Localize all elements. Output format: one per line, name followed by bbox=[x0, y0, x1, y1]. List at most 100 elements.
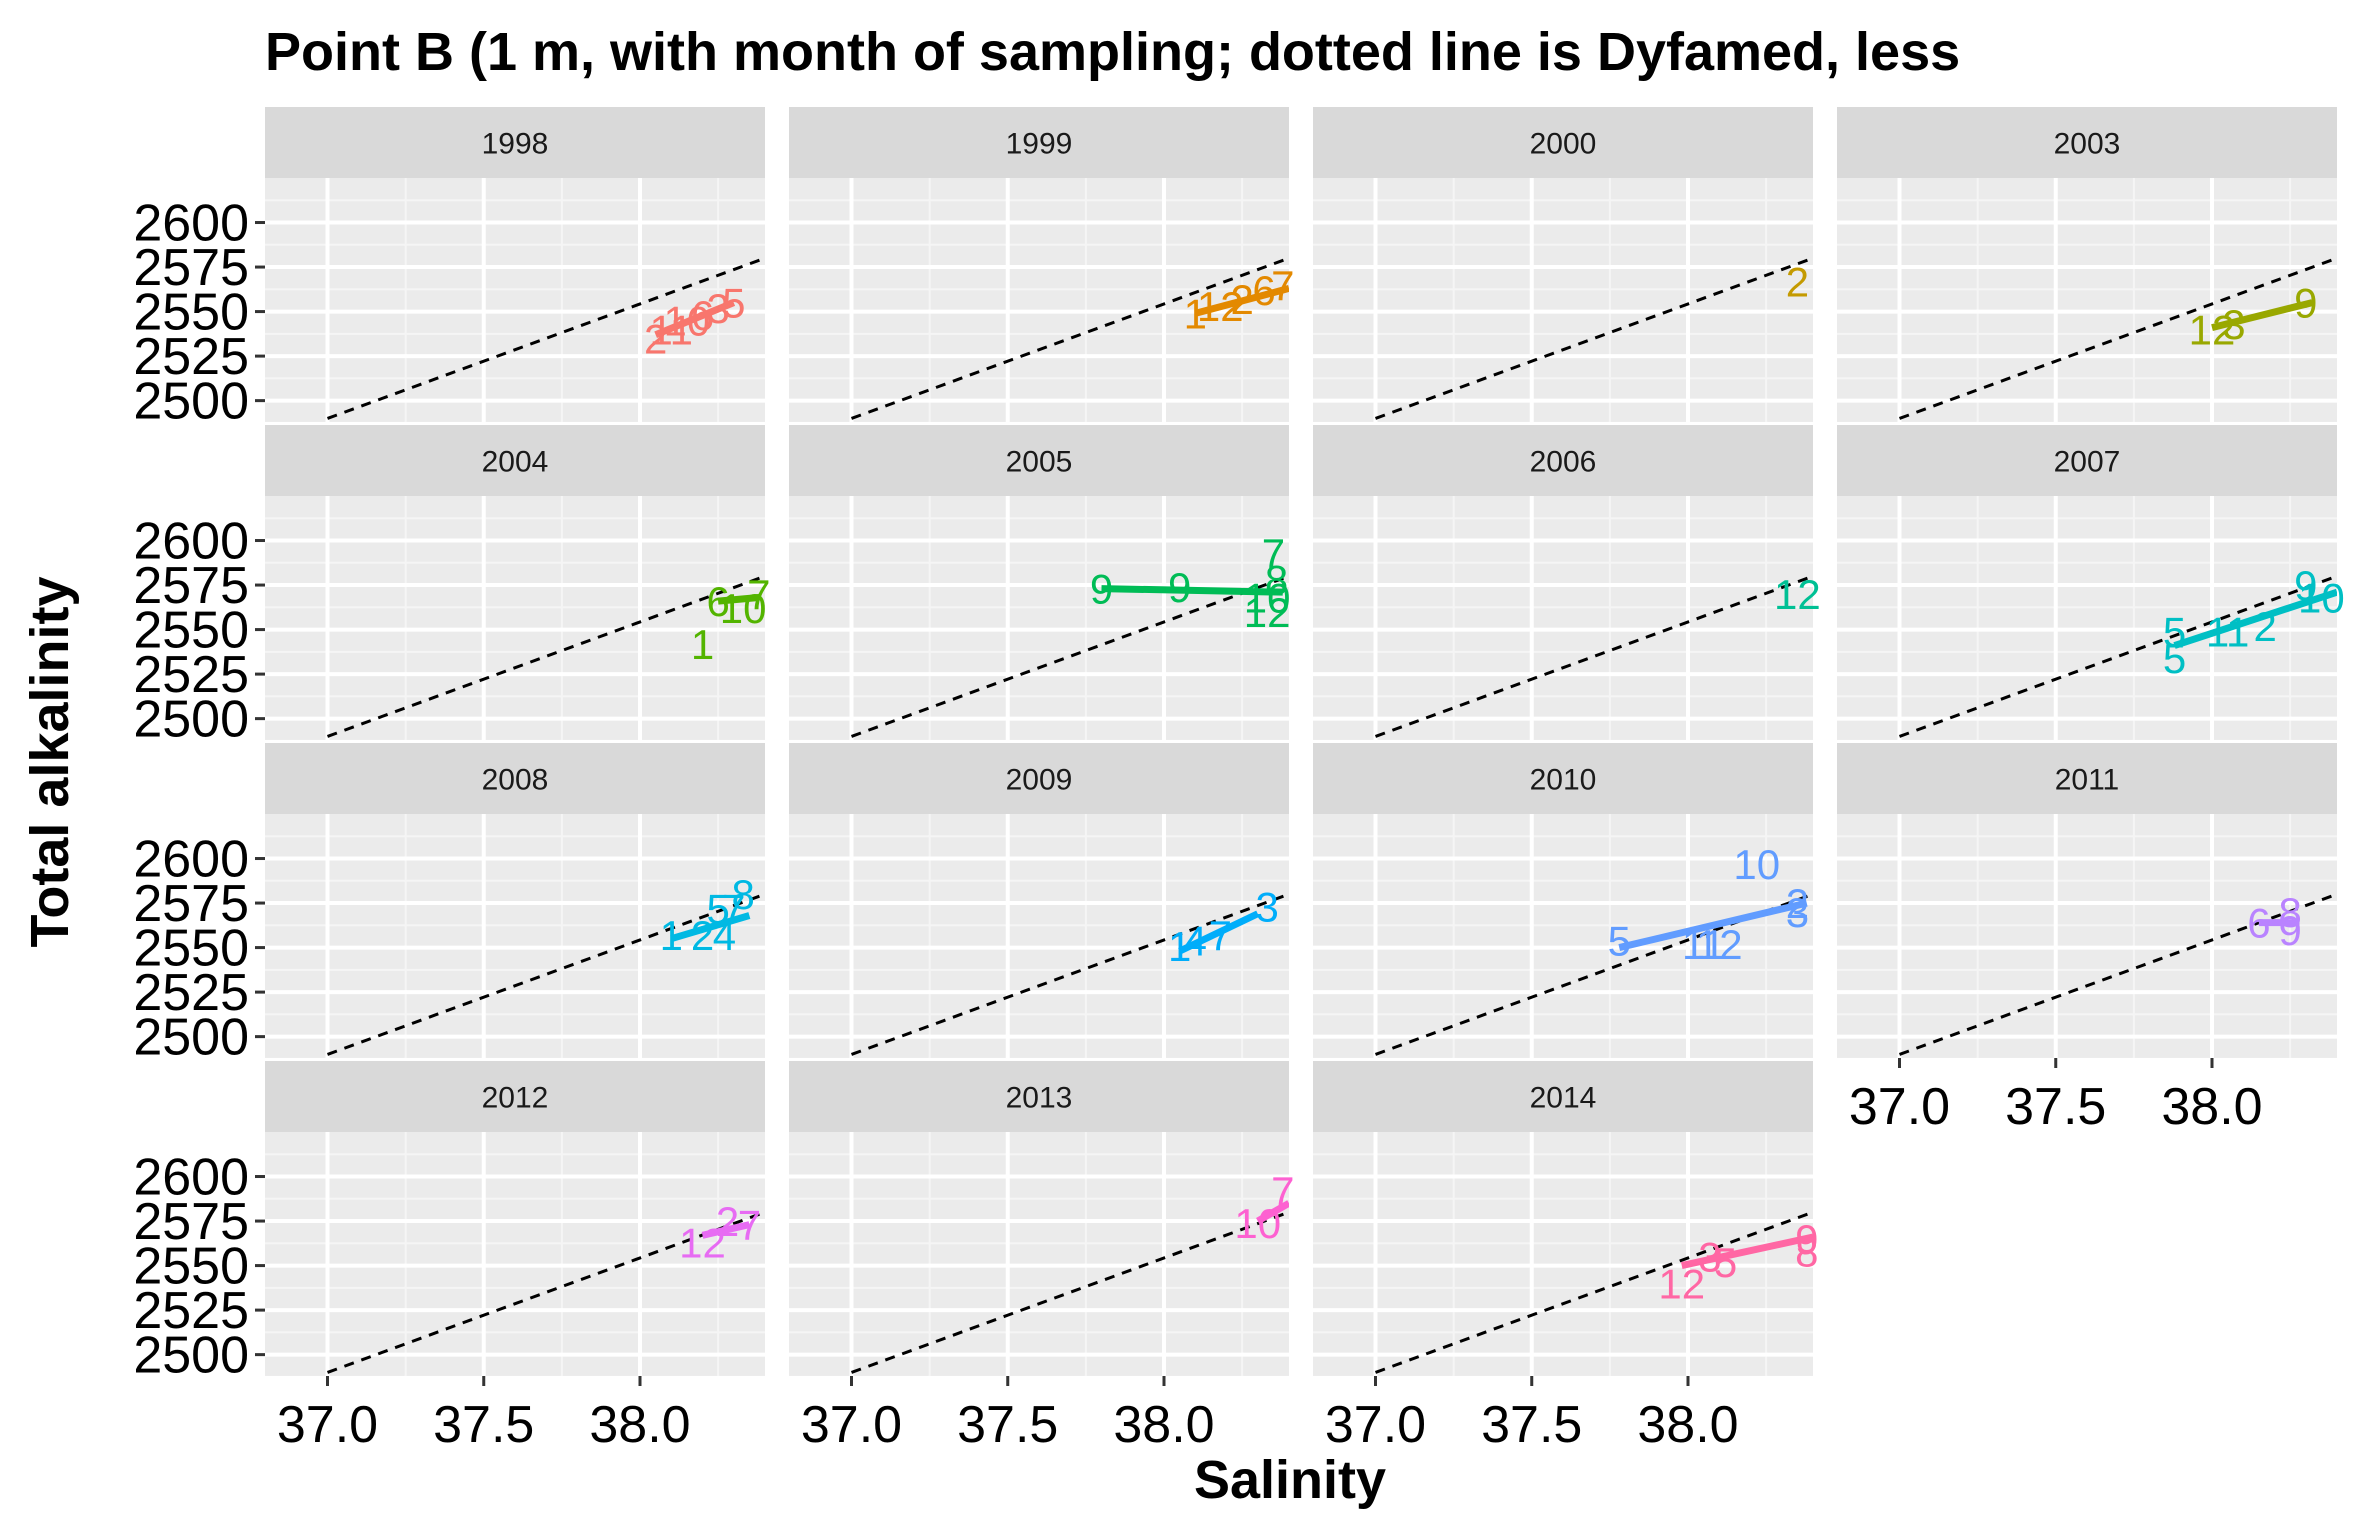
x-tick-label: 37.0 bbox=[1325, 1396, 1426, 1454]
x-tick-label: 37.5 bbox=[957, 1396, 1058, 1454]
reference-dashed-line bbox=[1898, 256, 2337, 420]
x-tick-label: 37.0 bbox=[801, 1396, 902, 1454]
fit-line bbox=[1178, 910, 1260, 955]
fit-line bbox=[1194, 285, 1289, 317]
month-point-label: 10 bbox=[720, 585, 767, 632]
facet-panel-2009: 2009 14 73 bbox=[789, 743, 1289, 1058]
month-point-label: 8 bbox=[2278, 889, 2301, 936]
month-point-label: 12 bbox=[1197, 283, 1244, 330]
reference-dashed-line bbox=[326, 892, 765, 1056]
reference-dashed-line bbox=[850, 1210, 1289, 1374]
facet-strip-label: 2011 bbox=[2055, 764, 2120, 797]
month-point-label: 8 bbox=[731, 871, 754, 918]
reference-dashed-line bbox=[1898, 574, 2337, 738]
y-tick-label: 2550 bbox=[133, 602, 249, 660]
reference-dashed-line bbox=[326, 256, 765, 420]
month-point-label: 3 bbox=[1255, 884, 1278, 931]
facet-strip-label: 2000 bbox=[1530, 128, 1597, 161]
facet-strip bbox=[265, 1061, 765, 1132]
facet-strip-label: 1999 bbox=[1006, 128, 1073, 161]
panel-background bbox=[1313, 496, 1813, 740]
month-point-label: 5 bbox=[2163, 608, 2186, 655]
y-tick-label: 2550 bbox=[133, 1238, 249, 1296]
month-point-label: 1 bbox=[1168, 923, 1191, 970]
panel-background bbox=[1837, 814, 2337, 1058]
fit-line bbox=[2173, 588, 2337, 649]
facet-strip bbox=[789, 743, 1289, 814]
month-point-label: 11 bbox=[649, 306, 693, 353]
facet-panel-2011: 2011 6 89 bbox=[1837, 743, 2337, 1068]
month-point-label: 11 bbox=[2206, 608, 2250, 655]
month-point-label: 12 bbox=[2189, 306, 2236, 353]
month-point-label: 3 bbox=[1698, 1234, 1721, 1281]
month-point-label: 10 bbox=[1244, 575, 1291, 622]
y-axis-title: Total alkalinity bbox=[20, 576, 80, 947]
panel-background bbox=[1313, 814, 1813, 1058]
facet-strip bbox=[265, 425, 765, 496]
reference-dashed-line bbox=[326, 574, 765, 738]
facet-strip bbox=[1313, 1061, 1813, 1132]
facet-strip-label: 2010 bbox=[1530, 764, 1597, 797]
reference-dashed-line bbox=[326, 1210, 765, 1374]
y-tick-label: 2500 bbox=[133, 691, 249, 749]
facet-strip bbox=[1313, 743, 1813, 814]
month-point-label: 9 bbox=[2294, 562, 2317, 609]
fit-line bbox=[1681, 1233, 1813, 1269]
y-tick-label: 2525 bbox=[133, 964, 249, 1022]
y-tick-label: 2550 bbox=[133, 920, 249, 978]
fit-line bbox=[670, 912, 751, 943]
facet-strip bbox=[789, 425, 1289, 496]
month-point-label: 5 bbox=[1608, 917, 1631, 964]
month-point-label: 7 bbox=[1209, 912, 1232, 959]
x-tick-label: 38.0 bbox=[1637, 1396, 1738, 1454]
month-point-label: 2 bbox=[2253, 603, 2276, 650]
month-point-label: 2 bbox=[644, 315, 667, 362]
facet-panel-2013: 2013 107 bbox=[789, 1061, 1294, 1386]
x-tick-label: 37.0 bbox=[1849, 1078, 1950, 1136]
x-tick-label: 38.0 bbox=[589, 1396, 690, 1454]
fit-line bbox=[1256, 1200, 1289, 1225]
month-point-label: 1 bbox=[691, 621, 714, 668]
reference-dashed-line bbox=[850, 892, 1289, 1056]
month-point-label: 1 bbox=[660, 912, 683, 959]
y-tick-label: 2500 bbox=[133, 1009, 249, 1067]
month-point-label: 10 bbox=[2298, 575, 2345, 622]
facet-strip-label: 1998 bbox=[482, 128, 549, 161]
facet-strip-label: 2009 bbox=[1006, 764, 1073, 797]
facet-strip bbox=[789, 107, 1289, 178]
month-point-label: 10 bbox=[1234, 1200, 1281, 1247]
facet-strip bbox=[1313, 425, 1813, 496]
panel-background bbox=[1837, 178, 2337, 422]
panel-background bbox=[789, 1132, 1289, 1376]
fit-line bbox=[1101, 585, 1283, 596]
month-point-label: 7 bbox=[1271, 262, 1294, 309]
month-point-label: 3 bbox=[2222, 301, 2245, 348]
month-point-label: 5 bbox=[1714, 1239, 1737, 1286]
month-point-label: 7 bbox=[722, 885, 745, 932]
reference-dashed-line bbox=[1898, 892, 2337, 1056]
month-point-label: 10 bbox=[1733, 841, 1780, 888]
reference-dashed-line bbox=[1374, 256, 1813, 420]
month-point-label: 12 bbox=[679, 1219, 726, 1266]
x-tick-label: 38.0 bbox=[2161, 1078, 2262, 1136]
y-tick-label: 2600 bbox=[133, 195, 249, 253]
y-tick-label: 2575 bbox=[133, 1193, 249, 1251]
reference-dashed-line bbox=[850, 574, 1289, 738]
month-point-label: 6 bbox=[691, 292, 714, 339]
month-point-label: 7 bbox=[1271, 1168, 1294, 1215]
panel-background bbox=[265, 178, 765, 422]
fit-line bbox=[1618, 899, 1808, 951]
fit-line bbox=[654, 299, 736, 338]
facet-strip-label: 2007 bbox=[2054, 446, 2121, 479]
month-point-label: 9 bbox=[1795, 1216, 1818, 1263]
x-tick-label: 37.5 bbox=[2005, 1078, 2106, 1136]
panel-background bbox=[265, 496, 765, 740]
fit-line bbox=[717, 594, 760, 605]
y-tick-label: 2500 bbox=[133, 373, 249, 431]
facet-strip bbox=[1837, 425, 2337, 496]
month-point-label: 12 bbox=[1658, 1260, 1705, 1307]
